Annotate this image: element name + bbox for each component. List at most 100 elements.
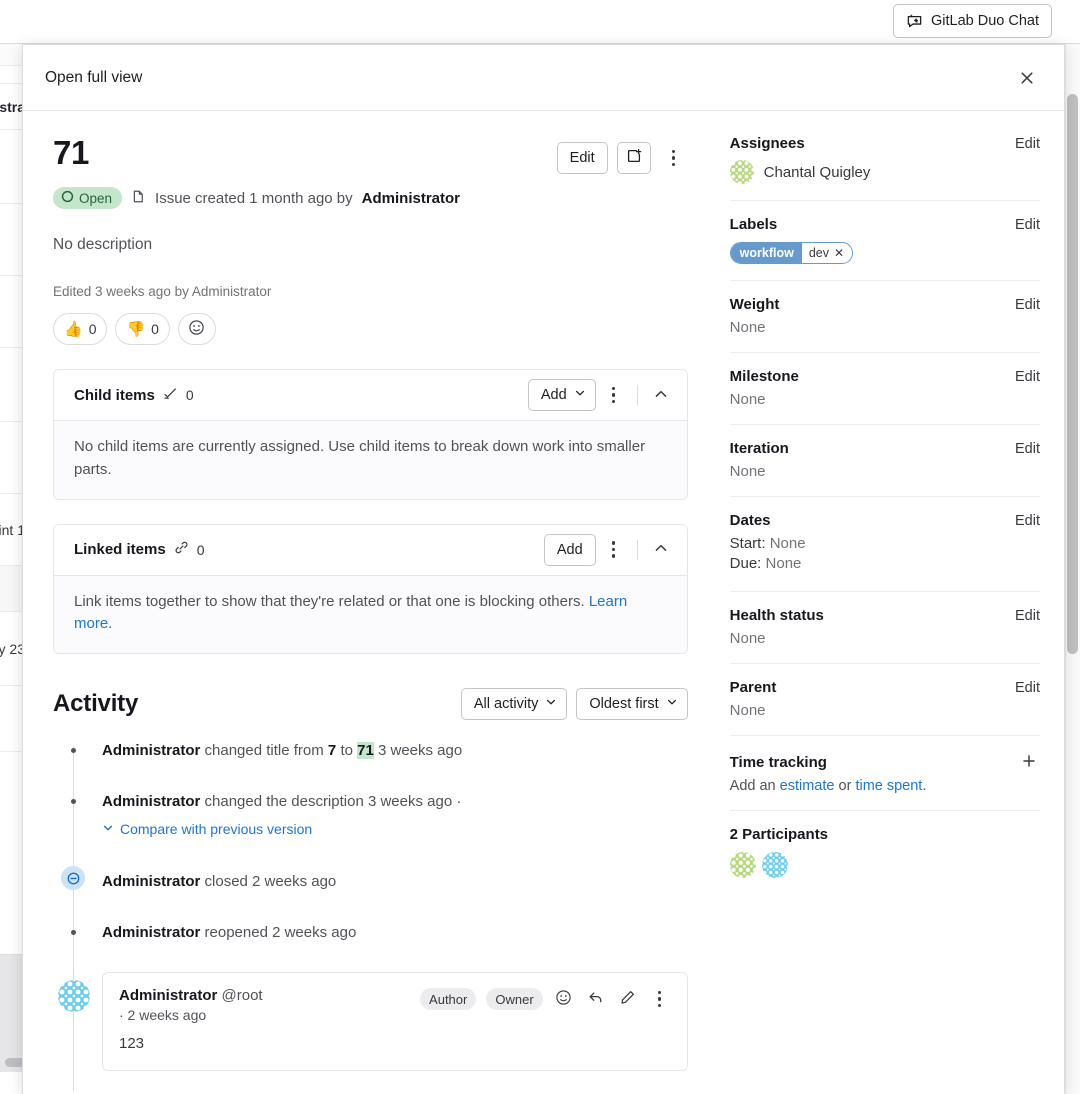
time-tracking-estimate-link[interactable]: estimate <box>779 778 835 794</box>
sidebar-time-tracking-add-button[interactable] <box>1018 751 1040 773</box>
table-row[interactable] <box>0 276 25 348</box>
sidebar-assignees-header: Assignees Edit <box>730 135 1040 152</box>
close-icon[interactable] <box>1012 63 1042 93</box>
activity-filter-select[interactable]: All activity <box>460 688 568 721</box>
issue-more-actions-button[interactable] <box>660 143 688 173</box>
table-row[interactable]: y 23 <box>0 612 25 686</box>
comment-add-reaction-button[interactable] <box>553 988 575 1010</box>
avatar[interactable] <box>58 980 90 1013</box>
child-items-actions: Add <box>527 379 675 411</box>
new-related-item-button[interactable] <box>616 142 651 174</box>
sidebar-iteration-edit-button[interactable]: Edit <box>1015 440 1040 457</box>
table-header-row <box>0 44 25 66</box>
activity-comment: Administrator @root · 2 weeks ago Author… <box>53 972 688 1072</box>
row-text-fragment: int 1 <box>0 521 25 538</box>
scoped-label-value: dev <box>808 246 829 260</box>
scoped-label-chip[interactable]: workflow dev ✕ <box>729 242 854 264</box>
sidebar-milestone-edit-button[interactable]: Edit <box>1015 368 1040 385</box>
gitlab-duo-chat-button[interactable]: GitLab Duo Chat <box>892 4 1052 38</box>
thumbsdown-count: 0 <box>151 321 159 337</box>
time-tracking-spent-link[interactable]: time spent <box>855 778 923 794</box>
activity-sort-select[interactable]: Oldest first <box>576 688 688 721</box>
sidebar-section-participants: 2 Participants <box>729 811 1040 894</box>
linked-items-collapse-button[interactable] <box>647 536 675 564</box>
activity-sort-label: Oldest first <box>589 696 659 713</box>
page-vertical-scrollbar-thumb[interactable] <box>1067 94 1078 654</box>
linked-items-add-button[interactable]: Add <box>543 533 596 566</box>
vertical-ellipsis-icon <box>671 149 676 167</box>
table-row[interactable] <box>0 566 25 612</box>
table-row[interactable] <box>0 422 25 494</box>
child-items-collapse-button[interactable] <box>647 381 675 409</box>
modal-body: 71 Edit <box>23 111 1064 1094</box>
comment-reply-button[interactable] <box>585 988 607 1010</box>
table-subheader-row <box>0 66 25 84</box>
child-items-add-button[interactable]: Add <box>527 379 596 411</box>
sidebar-participants-label[interactable]: 2 Participants <box>729 826 829 843</box>
linked-items-widget: Linked items 0 Add <box>53 523 688 655</box>
assignee-item[interactable]: Chantal Quigley <box>729 160 1040 184</box>
issue-title-row: 71 Edit <box>53 134 688 174</box>
comment-author-block: Administrator @root · 2 weeks ago <box>119 986 263 1023</box>
plus-icon <box>1021 752 1037 773</box>
linked-items-learn-more-link[interactable]: Learn more. <box>74 592 628 633</box>
add-reaction-button[interactable] <box>177 313 216 345</box>
issue-author: Administrator <box>361 189 460 207</box>
linked-items-actions: Add <box>543 533 675 566</box>
duo-chat-icon <box>906 13 923 30</box>
comment-author-handle[interactable]: @root <box>221 987 263 1005</box>
sidebar-assignees-label: Assignees <box>729 135 805 152</box>
reactions-bar: 👍 0 👎 0 <box>53 313 688 345</box>
edit-button[interactable]: Edit <box>556 142 608 174</box>
sidebar-parent-edit-button[interactable]: Edit <box>1015 679 1040 696</box>
open-full-view-link[interactable]: Open full view <box>45 68 143 86</box>
child-items-widget: Child items 0 Add <box>53 369 688 500</box>
page-vertical-scrollbar-track[interactable] <box>1065 44 1080 1094</box>
comment-body: 123 <box>119 1035 145 1053</box>
table-row[interactable]: stra <box>0 84 25 130</box>
sidebar-health-status-edit-button[interactable]: Edit <box>1015 607 1040 624</box>
close-icon[interactable]: ✕ <box>833 246 845 260</box>
avatar[interactable] <box>761 852 788 878</box>
reply-arrow-icon <box>587 989 604 1009</box>
event-text: reopened 2 weeks ago <box>204 923 357 941</box>
sidebar-section-milestone: Milestone Edit None <box>729 353 1040 425</box>
horizontal-scrollbar[interactable] <box>5 1058 27 1067</box>
chevron-down-icon <box>574 387 586 403</box>
table-row[interactable]: int 1 <box>0 494 25 566</box>
table-row[interactable] <box>0 348 25 422</box>
child-items-header: Child items 0 Add <box>54 370 687 420</box>
sidebar-assignees-edit-button[interactable]: Edit <box>1015 135 1040 152</box>
linked-items-count: 0 <box>196 541 205 558</box>
background-footer <box>0 954 27 1072</box>
compare-previous-version-link[interactable]: Compare with previous version <box>102 819 461 840</box>
divider <box>636 539 638 560</box>
sidebar-time-tracking-hint: Add an estimate or time spent. <box>730 778 1040 794</box>
thumbsup-reaction-button[interactable]: 👍 0 <box>53 313 108 345</box>
child-items-empty-text: No child items are currently assigned. U… <box>54 420 687 499</box>
issue-edited-note: Edited 3 weeks ago by Administrator <box>53 284 272 299</box>
divider <box>636 385 638 405</box>
table-row[interactable] <box>0 130 25 204</box>
child-items-more-button[interactable] <box>600 380 628 410</box>
timeline-item-text: Administrator reopened 2 weeks ago <box>102 922 356 945</box>
bullet-icon <box>70 748 76 754</box>
sidebar-labels-label: Labels <box>729 216 778 233</box>
sidebar-weight-label: Weight <box>729 296 780 313</box>
sidebar-labels-edit-button[interactable]: Edit <box>1015 216 1040 233</box>
table-row[interactable] <box>0 686 25 752</box>
sidebar-section-dates: Dates Edit Start: None Due: None <box>729 497 1040 592</box>
child-items-label: Child items <box>74 386 155 404</box>
thumbsdown-reaction-button[interactable]: 👎 0 <box>115 313 170 345</box>
linked-items-title-group: Linked items 0 <box>74 540 205 559</box>
event-time: 3 weeks ago <box>377 742 463 760</box>
avatar[interactable] <box>729 852 756 878</box>
comment-more-actions-button[interactable] <box>649 988 671 1010</box>
table-row[interactable] <box>0 204 25 276</box>
sidebar-dates-edit-button[interactable]: Edit <box>1015 512 1040 529</box>
linked-items-more-button[interactable] <box>600 535 628 565</box>
sidebar-weight-edit-button[interactable]: Edit <box>1015 296 1040 313</box>
comment-timestamp[interactable]: · 2 weeks ago <box>119 1007 207 1024</box>
comment-author-name[interactable]: Administrator <box>119 987 218 1005</box>
comment-edit-button[interactable] <box>617 988 639 1010</box>
